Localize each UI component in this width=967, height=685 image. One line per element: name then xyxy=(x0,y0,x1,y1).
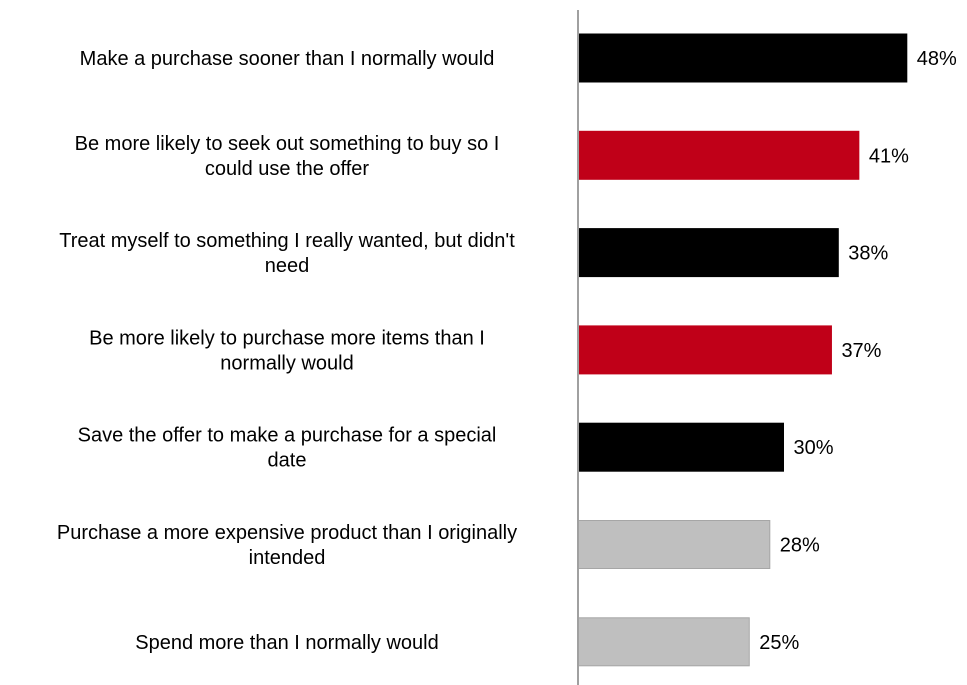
bar-5 xyxy=(577,422,784,472)
category-label-1: Make a purchase sooner than I normally w… xyxy=(80,48,495,70)
category-label-6: Purchase a more expensive product than I… xyxy=(57,522,517,569)
category-label-4: Be more likely to purchase more items th… xyxy=(89,327,485,374)
category-label-line: Save the offer to make a purchase for a … xyxy=(78,425,497,447)
category-label-line: could use the offer xyxy=(205,158,370,180)
category-label-line: Spend more than I normally would xyxy=(135,632,439,654)
bar-1 xyxy=(577,33,908,83)
value-label-5: 30% xyxy=(794,437,834,459)
category-label-line: Treat myself to something I really wante… xyxy=(59,230,515,252)
value-labels-group: 48% 41% 38% 37% 30% 28% 25% xyxy=(759,48,957,654)
category-label-line: Purchase a more expensive product than I… xyxy=(57,522,517,544)
category-labels-group: Make a purchase sooner than I normally w… xyxy=(57,48,517,654)
category-label-5: Save the offer to make a purchase for a … xyxy=(78,425,497,472)
value-label-2: 41% xyxy=(869,145,909,167)
category-label-line: Make a purchase sooner than I normally w… xyxy=(80,48,495,70)
bars-group xyxy=(577,33,908,667)
bar-7 xyxy=(577,617,750,667)
category-label-line: date xyxy=(268,450,307,472)
category-label-2: Be more likely to seek out something to … xyxy=(75,133,500,180)
category-label-line: Be more likely to seek out something to … xyxy=(75,133,500,155)
value-label-6: 28% xyxy=(780,535,820,557)
value-label-7: 25% xyxy=(759,632,799,654)
category-label-line: Be more likely to purchase more items th… xyxy=(89,327,485,349)
category-label-line: intended xyxy=(249,547,326,569)
bar-4 xyxy=(577,325,832,375)
bar-6 xyxy=(577,520,771,569)
category-label-line: need xyxy=(265,255,310,277)
category-label-3: Treat myself to something I really wante… xyxy=(59,230,515,277)
category-label-line: normally would xyxy=(220,352,353,374)
bar-3 xyxy=(577,228,839,278)
value-label-1: 48% xyxy=(917,48,957,70)
bar-2 xyxy=(577,130,860,180)
value-label-4: 37% xyxy=(841,340,881,362)
category-label-7: Spend more than I normally would xyxy=(135,632,439,654)
value-label-3: 38% xyxy=(848,243,888,265)
